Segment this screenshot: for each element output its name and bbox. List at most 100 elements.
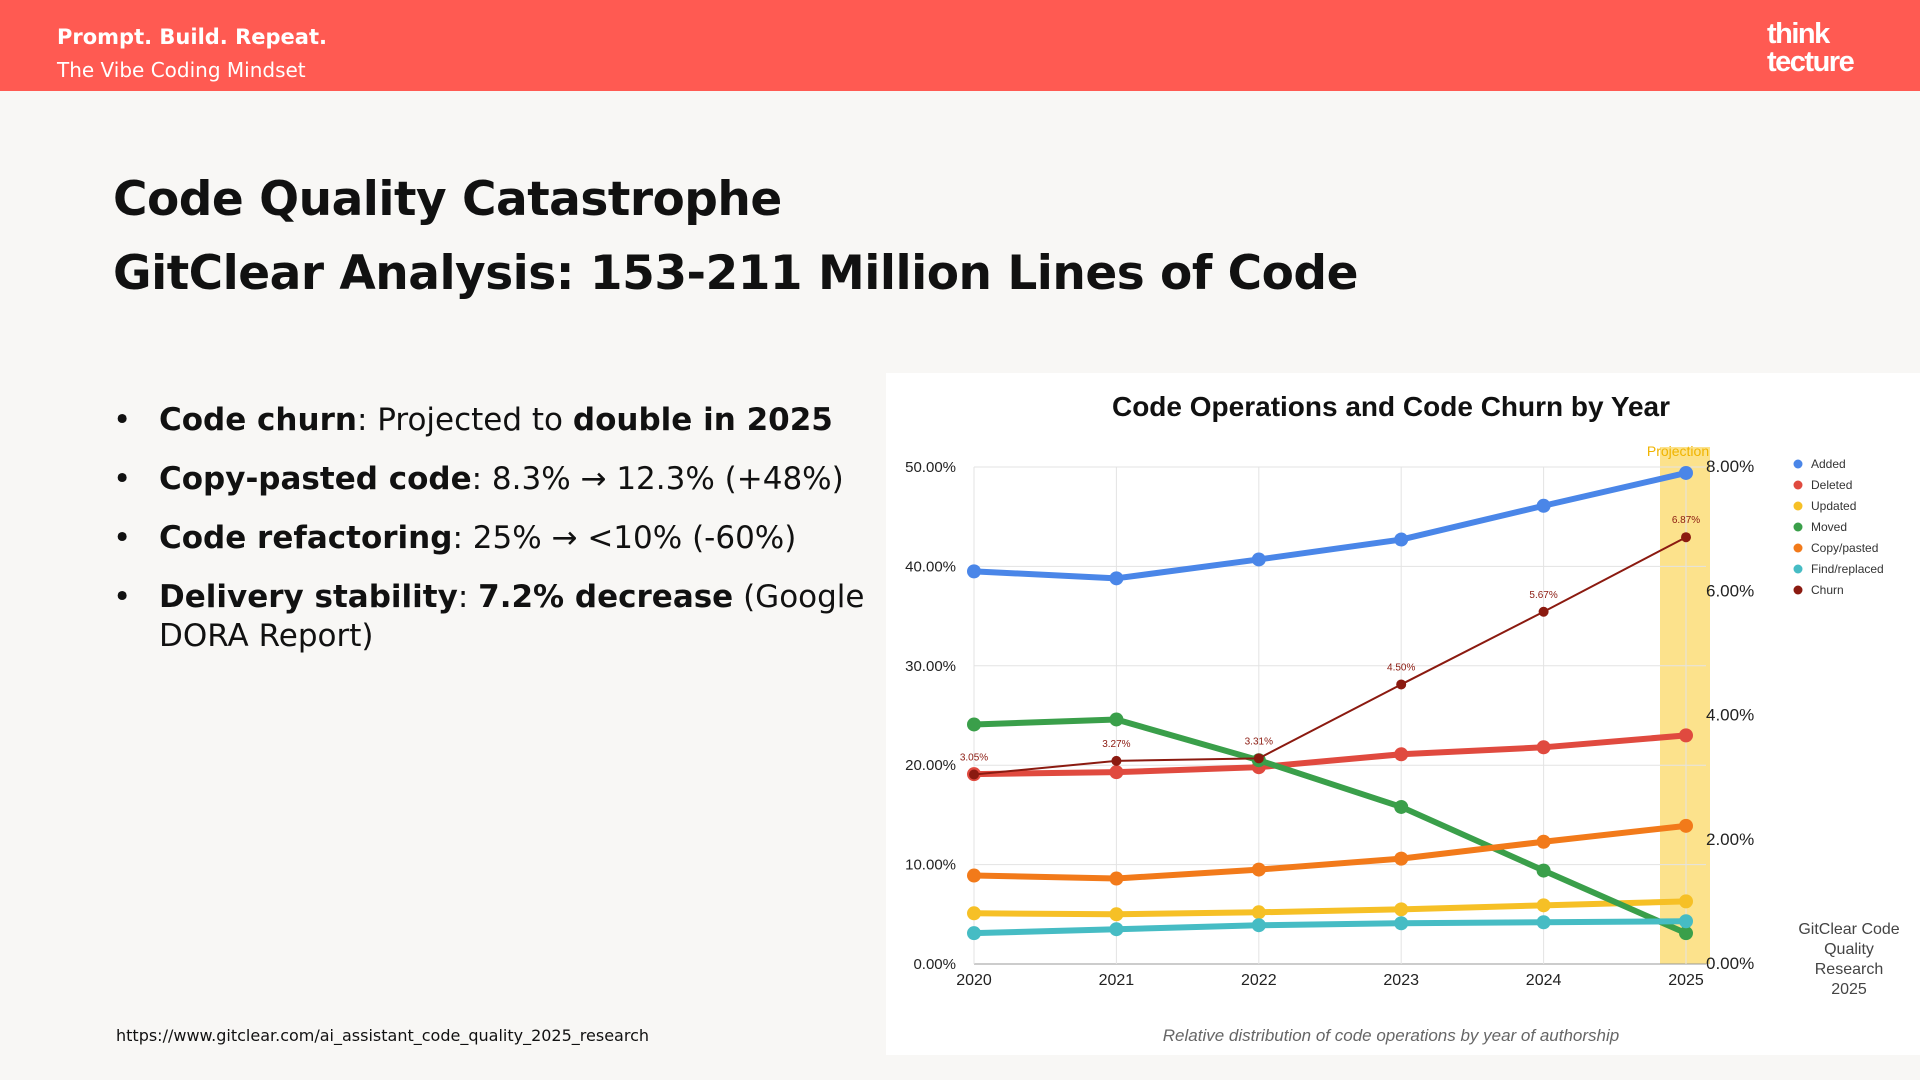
bullet-text: : Projected to xyxy=(356,402,573,438)
legend-marker xyxy=(1793,543,1803,553)
data-point xyxy=(1394,902,1409,917)
legend-entry: Updated xyxy=(1811,499,1856,513)
header-bar: Prompt. Build. Repeat. The Vibe Coding M… xyxy=(0,0,1920,91)
bullet-item: Copy-pasted code: 8.3% → 12.3% (+48%) xyxy=(113,460,873,499)
legend-marker xyxy=(1793,459,1803,469)
data-point xyxy=(1536,834,1551,849)
data-point xyxy=(1394,799,1409,814)
bullet-text: : 8.3% → 12.3% (+48%) xyxy=(471,461,844,497)
data-point xyxy=(1538,606,1549,617)
thinktecture-logo: think tecture xyxy=(1767,20,1855,78)
x-tick: 2021 xyxy=(1099,972,1135,989)
legend-marker xyxy=(1793,501,1803,511)
source-link[interactable]: https://www.gitclear.com/ai_assistant_co… xyxy=(116,1026,650,1045)
y-tick-left: 10.00% xyxy=(905,857,956,874)
chart-caption: Relative distribution of code operations… xyxy=(1163,1026,1619,1045)
y-tick-left: 20.00% xyxy=(905,757,956,774)
y-tick-left: 0.00% xyxy=(913,956,956,973)
y-tick-right: 4.00% xyxy=(1706,706,1754,725)
data-point xyxy=(1251,918,1266,933)
y-tick-right: 8.00% xyxy=(1706,457,1754,476)
bullet-emphasis: double in 2025 xyxy=(572,402,833,438)
y-tick-left: 40.00% xyxy=(905,558,956,575)
data-point xyxy=(1679,465,1693,480)
data-point xyxy=(1679,926,1693,941)
data-point xyxy=(1394,851,1409,866)
header-tagline: Prompt. Build. Repeat. xyxy=(57,25,327,49)
series-line-deleted xyxy=(971,732,1689,778)
data-point xyxy=(1253,753,1264,764)
line-chart: Code Operations and Code Churn by Year Pr… xyxy=(905,391,1900,1045)
data-point xyxy=(1111,755,1122,766)
x-tick: 2023 xyxy=(1383,972,1419,989)
data-point xyxy=(1679,818,1693,833)
bullet-list: Code churn: Projected to double in 2025 … xyxy=(113,401,873,676)
data-point xyxy=(967,717,981,732)
projection-label: Projection xyxy=(1647,443,1709,459)
data-point xyxy=(1109,922,1124,937)
data-label: 3.05% xyxy=(960,753,988,764)
data-point xyxy=(1536,915,1551,930)
legend-entry: Churn xyxy=(1811,583,1844,597)
data-point xyxy=(1109,712,1124,727)
data-point xyxy=(1679,914,1693,929)
side-note: Research xyxy=(1815,961,1883,978)
data-point xyxy=(967,868,981,883)
bullet-item: Code refactoring: 25% → <10% (-60%) xyxy=(113,519,873,558)
data-point xyxy=(1679,894,1693,909)
data-point xyxy=(1251,862,1266,877)
series-line-updated xyxy=(971,898,1689,918)
x-tick: 2025 xyxy=(1668,972,1704,989)
data-point xyxy=(1251,552,1266,567)
legend-marker xyxy=(1793,522,1803,532)
bullet-label: Copy-pasted code xyxy=(159,461,472,497)
side-note: GitClear Code xyxy=(1798,921,1899,938)
data-point xyxy=(1536,740,1551,755)
chart-title: Code Operations and Code Churn by Year xyxy=(1112,391,1670,422)
data-point xyxy=(1536,863,1551,878)
bullet-label: Code refactoring xyxy=(159,520,453,556)
y-tick-left: 30.00% xyxy=(905,658,956,675)
side-note: Quality xyxy=(1824,941,1874,958)
data-point xyxy=(1109,571,1124,586)
data-label: 6.87% xyxy=(1672,515,1700,526)
data-point xyxy=(1679,728,1693,743)
bullet-label: Delivery stability xyxy=(159,579,458,615)
data-label: 3.31% xyxy=(1245,736,1273,747)
data-point xyxy=(1681,532,1691,543)
y-tick-right: 2.00% xyxy=(1706,830,1754,849)
data-point xyxy=(1396,679,1407,690)
y-tick-left: 50.00% xyxy=(905,459,956,476)
legend-entry: Deleted xyxy=(1811,478,1852,492)
data-point xyxy=(1394,532,1409,547)
series-line-added xyxy=(971,469,1689,582)
data-point xyxy=(1109,871,1124,886)
x-tick: 2024 xyxy=(1526,972,1562,989)
data-label: 4.50% xyxy=(1387,662,1415,673)
bullet-tail: (Google DORA Report) xyxy=(159,579,865,654)
legend-marker xyxy=(1793,585,1803,595)
bullet-emphasis: 7.2% decrease xyxy=(478,579,734,615)
data-label: 5.67% xyxy=(1529,590,1557,601)
bullet-text: : xyxy=(457,579,479,615)
legend-entry: Moved xyxy=(1811,520,1847,534)
series-line-find-replaced xyxy=(971,918,1689,937)
bullet-label: Code churn xyxy=(159,402,357,438)
bullet-text: : 25% → <10% (-60%) xyxy=(452,520,797,556)
data-point xyxy=(969,769,979,780)
slide-title: Code Quality Catastrophe xyxy=(113,172,782,227)
data-point xyxy=(967,906,981,921)
chart-panel: Code Operations and Code Churn by Year Pr… xyxy=(886,373,1920,1055)
x-tick: 2020 xyxy=(956,972,992,989)
data-point xyxy=(967,564,981,579)
y-tick-right: 6.00% xyxy=(1706,581,1754,600)
series-line-copy-pasted xyxy=(971,822,1689,882)
data-point xyxy=(1536,498,1551,513)
legend-entry: Added xyxy=(1811,457,1846,471)
data-point xyxy=(1394,916,1409,931)
legend-entry: Copy/pasted xyxy=(1811,541,1878,555)
data-point xyxy=(1109,907,1124,922)
logo-line-2: tecture xyxy=(1767,46,1855,78)
y-tick-right: 0.00% xyxy=(1706,954,1754,973)
data-label: 3.27% xyxy=(1102,739,1130,750)
